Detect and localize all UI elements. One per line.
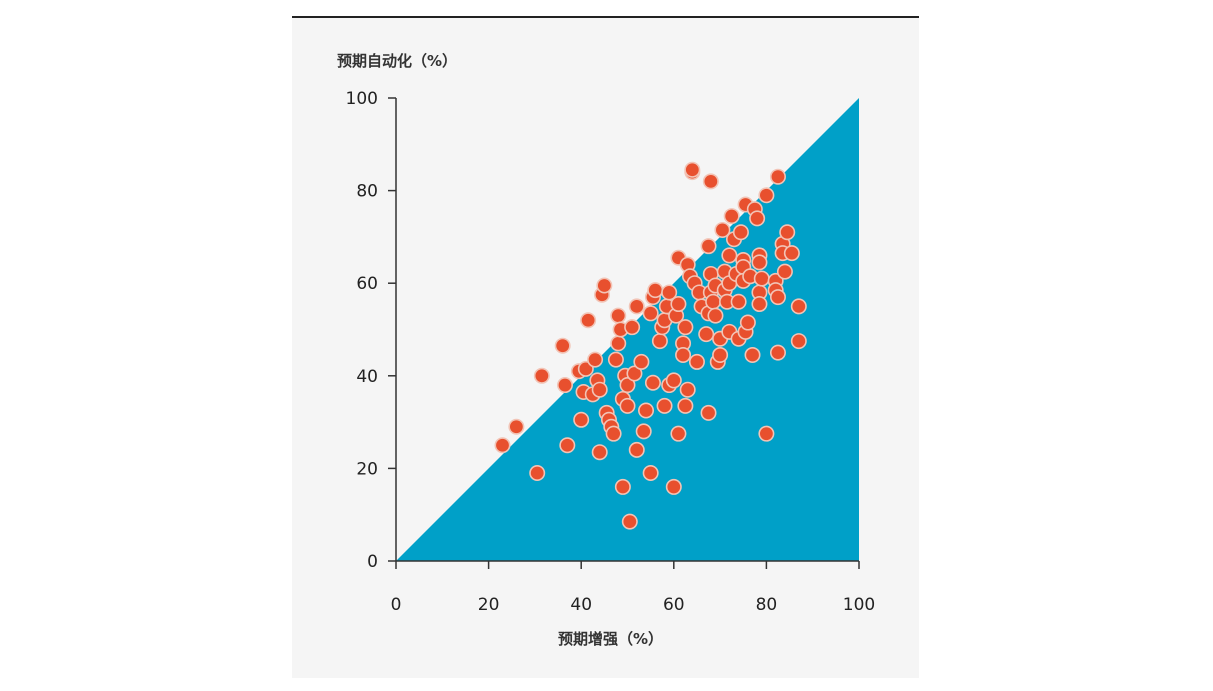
data-point [628,441,645,458]
data-point [624,319,641,336]
data-point [675,346,692,363]
data-point [714,221,731,238]
y-axis-title: 预期自动化（%） [337,52,458,70]
x-tick-label: 60 [663,595,685,615]
x-tick-label: 20 [478,595,500,615]
data-point [779,224,796,241]
data-point [619,397,636,414]
data-point [723,208,740,225]
data-point [769,168,786,185]
data-point [591,381,608,398]
data-point [790,333,807,350]
data-point [698,326,715,343]
data-point [665,478,682,495]
data-point [684,161,701,178]
data-point [633,353,650,370]
data-point [679,381,696,398]
data-point [769,344,786,361]
x-tick-label: 80 [756,595,778,615]
data-point [638,402,655,419]
data-point [635,423,652,440]
data-point [610,335,627,352]
data-point [712,346,729,363]
data-point [580,312,597,329]
data-point [758,187,775,204]
y-tick-label: 0 [367,552,378,572]
data-point [587,351,604,368]
data-point [642,305,659,322]
data-point [533,367,550,384]
y-tick-label: 80 [356,182,378,202]
data-point [758,425,775,442]
data-point [730,293,747,310]
data-point [751,254,768,271]
data-point [721,247,738,264]
data-point [776,263,793,280]
data-point [621,513,638,530]
x-tick-label: 0 [391,595,402,615]
point-layer [494,161,807,530]
data-point [670,296,687,313]
data-point [700,238,717,255]
data-point [705,293,722,310]
data-point [559,437,576,454]
data-point [573,411,590,428]
data-point [688,353,705,370]
axis-layer: 0 20 40 60 80 100 0 20 40 60 80 100 [346,89,876,615]
data-point [647,282,664,299]
data-point [651,333,668,350]
x-axis-title: 预期增强（%） [558,630,664,648]
data-point [508,418,525,435]
data-point [554,337,571,354]
data-point [744,346,761,363]
data-point [626,365,643,382]
x-tick-label: 100 [843,595,875,615]
y-tick-label: 20 [356,459,378,479]
data-point [596,277,613,294]
data-point [644,374,661,391]
data-point [732,224,749,241]
data-point [670,425,687,442]
data-point [494,437,511,454]
data-point [749,210,766,227]
data-point [677,319,694,336]
data-point [628,298,645,315]
x-tick-label: 40 [570,595,592,615]
data-point [556,377,573,394]
data-point [702,173,719,190]
data-point [661,284,678,301]
data-point [751,296,768,313]
y-tick-label: 100 [346,89,378,109]
y-tick-label: 60 [356,274,378,294]
data-point [769,289,786,306]
data-point [591,444,608,461]
data-point [700,404,717,421]
data-point [614,478,631,495]
data-point [605,425,622,442]
data-point [619,377,636,394]
data-point [783,245,800,262]
data-point [790,298,807,315]
data-point [610,307,627,324]
data-point [529,465,546,482]
data-point [753,270,770,287]
data-point [577,360,594,377]
data-point [677,397,694,414]
data-point [665,372,682,389]
data-point [707,307,724,324]
data-point [607,351,624,368]
data-point [656,397,673,414]
data-point [642,465,659,482]
y-tick-label: 40 [356,367,378,387]
data-point [739,314,756,331]
